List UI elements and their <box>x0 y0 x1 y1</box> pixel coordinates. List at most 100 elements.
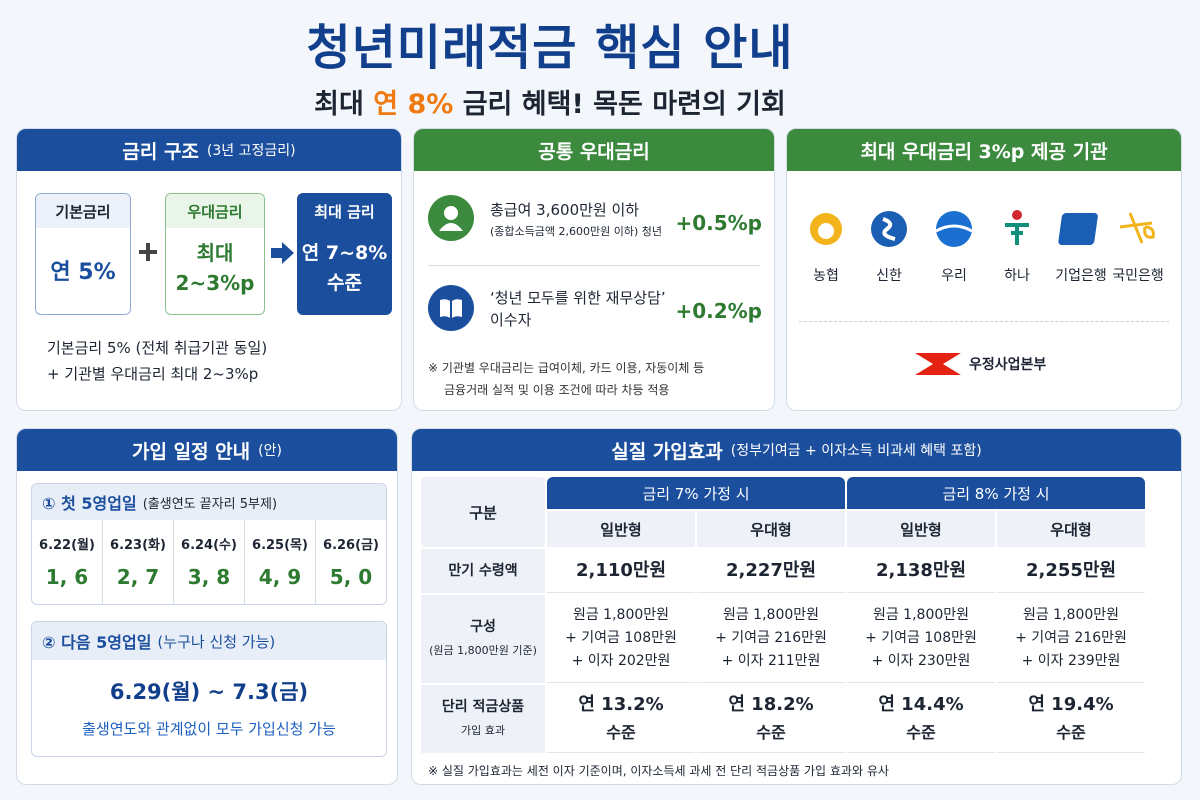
panel-header: 공통 우대금리 <box>414 129 774 171</box>
panel-header: 금리 구조 (3년 고정금리) <box>17 129 401 171</box>
common-panel: 공통 우대금리 총급여 3,600만원 이하 (종합소득금액 2,600만원 이… <box>413 128 775 411</box>
common-note: ※ 기관별 우대금리는 급여이체, 카드 이용, 자동이체 등 금융거래 실적 … <box>428 357 704 401</box>
panel-header: 최대 우대금리 3%p 제공 기관 <box>787 129 1181 171</box>
table-corner: 구분 <box>421 477 545 547</box>
panel-note: (정부기여금 + 이자소득 비과세 혜택 포함) <box>730 443 982 459</box>
phase-header: ② 다음 5영업일 (누구나 신청 가능) <box>32 622 386 660</box>
day-date: 6.23(화) <box>110 538 166 553</box>
day-digits: 4, 9 <box>258 565 302 589</box>
table-cell: 원금 1,800만원 + 기여금 108만원 + 이자 230만원 <box>847 595 995 683</box>
phase-note: (누구나 신청 가능) <box>157 632 276 651</box>
row-label-line: (원금 1,800만원 기준) <box>429 644 537 657</box>
note-line: + 기관별 우대금리 최대 2~3%p <box>47 365 259 383</box>
cell-line: + 기여금 108만원 <box>565 630 677 646</box>
day-date: 6.24(수) <box>181 538 237 553</box>
cell-line: 연 13.2% <box>578 693 664 715</box>
day-date: 6.25(목) <box>252 538 308 553</box>
table-cell: 연 18.2% 수준 <box>697 685 845 753</box>
institutions-panel: 최대 우대금리 3%p 제공 기관 농협 신한 우리 하나 기업은행 국민은행 우정사업본… <box>786 128 1182 411</box>
title: 청년미래적금 핵심 안내 <box>306 20 794 76</box>
table-cell: 연 14.4% 수준 <box>847 685 995 753</box>
panel-header: 가입 일정 안내 (안) <box>17 429 397 471</box>
box-label: 우대금리 <box>166 194 264 228</box>
table-cell: 2,138만원 <box>847 549 995 593</box>
row-label-line: 단리 적금상품 <box>441 699 525 715</box>
cell-line: 원금 1,800만원 <box>1022 607 1120 623</box>
rate-notes: 기본금리 5% (전체 취급기관 동일) + 기관별 우대금리 최대 2~3%p <box>47 335 267 387</box>
day-digits: 1, 6 <box>45 565 89 589</box>
cell-line: + 기여금 216만원 <box>1015 630 1127 646</box>
table-row: 만기 수령액 2,110만원 2,227만원 2,138만원 2,255만원 <box>421 549 1145 593</box>
box-value: 2~3%p <box>175 271 255 295</box>
phase-note: (출생연도 끝자리 5부제) <box>142 496 278 512</box>
box-value: 수준 <box>327 272 362 294</box>
table-row: 구성 (원금 1,800만원 기준) 원금 1,800만원 + 기여금 108만원 + … <box>421 595 1145 683</box>
cell-line: + 이자 211만원 <box>721 653 821 669</box>
cell-line: 2,138만원 <box>875 559 967 581</box>
column-header: 우대형 <box>997 511 1145 547</box>
subtitle-highlight: 연 8% <box>373 89 454 120</box>
cell-line: 연 14.4% <box>878 693 964 715</box>
divider <box>428 265 760 266</box>
day-date: 6.26(금) <box>323 538 379 553</box>
person-icon <box>428 195 474 241</box>
base-box: 기본금리 연 5% <box>35 193 131 315</box>
cell-line: + 이자 239만원 <box>1021 653 1121 669</box>
row-label: 구성 (원금 1,800만원 기준) <box>421 595 545 683</box>
table-row: 일반형 우대형 일반형 우대형 <box>421 511 1145 547</box>
row-label: 만기 수령액 <box>421 549 545 593</box>
row-label-line: 가입 효과 <box>461 724 505 737</box>
note-line: 금융거래 실적 및 이용 조건에 따라 차등 적용 <box>444 383 670 397</box>
phase-title: ① 첫 5영업일 <box>42 494 137 513</box>
cell-line: 2,255만원 <box>1025 559 1117 581</box>
bank-name: 우리 <box>941 268 967 284</box>
note-line: 기본금리 5% (전체 취급기관 동일) <box>47 339 268 357</box>
book-icon <box>428 285 474 331</box>
box-label: 최대 금리 <box>314 202 375 221</box>
arrow-icon <box>271 242 294 264</box>
table-cell: 2,227만원 <box>697 549 845 593</box>
rate-panel: 금리 구조 (3년 고정금리) 기본금리 연 5% 우대금리 최대 2~3%p 최… <box>16 128 402 411</box>
item-text: 총급여 3,600만원 이하 (종합소득금액 2,600만원 이하) 청년 <box>490 199 662 243</box>
table-row: 구분 금리 7% 가정 시 금리 8% 가정 시 <box>421 477 1145 547</box>
cell-line: 수준 <box>606 722 636 742</box>
day-cell: 6.25(목) 4, 9 <box>245 520 316 604</box>
day-cell: 6.26(금) 5, 0 <box>316 520 386 604</box>
subtitle-part: 최대 <box>314 89 374 120</box>
phase-header: ① 첫 5영업일 (출생연도 끝자리 5부제) <box>32 484 386 520</box>
cell-line: 수준 <box>1056 722 1086 742</box>
cell-line: 연 18.2% <box>728 693 814 715</box>
day-digits: 5, 0 <box>329 565 373 589</box>
table-cell: 2,110만원 <box>547 549 695 593</box>
plus-icon <box>139 243 157 261</box>
day-digits: 3, 8 <box>187 565 231 589</box>
item-line: (종합소득금액 2,600만원 이하) 청년 <box>490 225 663 238</box>
bank-name: 하나 <box>1004 268 1030 284</box>
schedule-panel: 가입 일정 안내 (안) ① 첫 5영업일 (출생연도 끝자리 5부제) 6.22(… <box>16 428 398 785</box>
divider <box>799 321 1169 322</box>
box-value: 연 5% <box>50 260 116 285</box>
table-cell: 2,255만원 <box>997 549 1145 593</box>
item-line: ‘청년 모두를 위한 재무상담’ <box>490 289 666 307</box>
effect-table-wrap: 구분 금리 7% 가정 시 금리 8% 가정 시 일반형 우대형 일반형 우대형 만기 수령액… <box>419 475 1147 755</box>
item-rate: +0.2%p <box>675 299 762 323</box>
panel-title: 공통 우대금리 <box>538 140 650 163</box>
panel-title: 가입 일정 안내 <box>132 440 251 463</box>
post-logo <box>915 353 961 375</box>
box-value: 최대 <box>196 241 234 265</box>
panel-title: 실질 가입효과 <box>611 440 723 463</box>
phase2: ② 다음 5영업일 (누구나 신청 가능) 6.29(월) ~ 7.3(금) 출생… <box>31 621 387 757</box>
box-value: 연 7~8% <box>301 242 388 264</box>
cell-line: 원금 1,800만원 <box>572 607 670 623</box>
cell-line: 2,227만원 <box>725 559 817 581</box>
cell-line: + 이자 230만원 <box>871 653 971 669</box>
bank-name: 기업은행 <box>1055 268 1107 284</box>
panel-note: (3년 고정금리) <box>206 143 296 159</box>
panel-title: 최대 우대금리 3%p 제공 기관 <box>860 140 1108 163</box>
table-row: 단리 적금상품 가입 효과 연 13.2% 수준 연 18.2% 수준 연 14.4% 수준 연… <box>421 685 1145 753</box>
item-line: 총급여 3,600만원 이하 <box>490 201 640 219</box>
table-cell: 원금 1,800만원 + 기여금 216만원 + 이자 239만원 <box>997 595 1145 683</box>
institution-extra: 우정사업본부 <box>969 357 1047 373</box>
